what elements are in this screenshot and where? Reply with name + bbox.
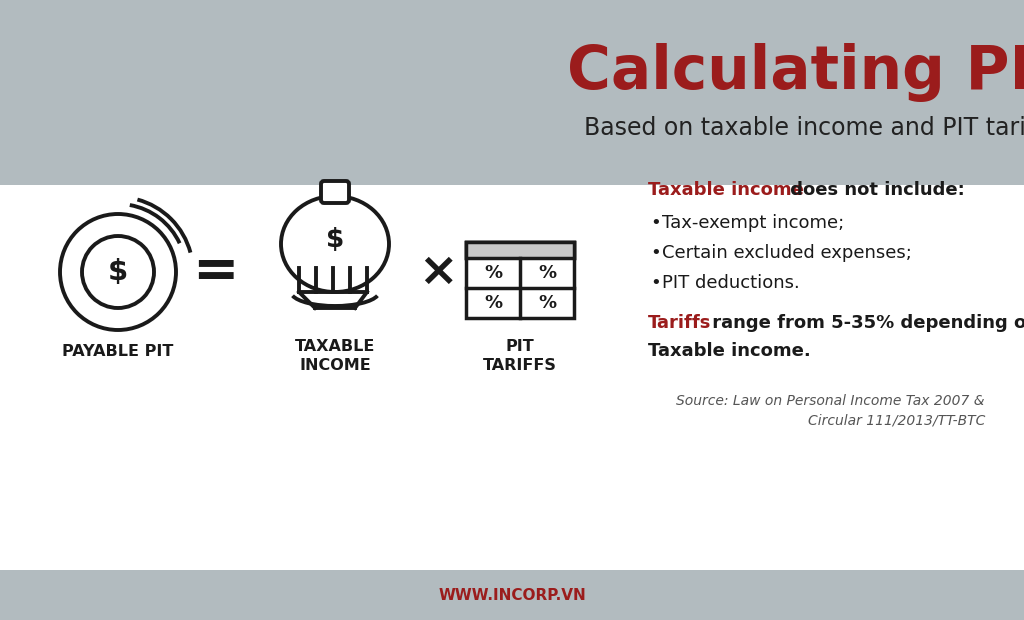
Text: range from 5-35% depending on: range from 5-35% depending on bbox=[706, 314, 1024, 332]
FancyBboxPatch shape bbox=[321, 181, 349, 203]
Text: PAYABLE PIT: PAYABLE PIT bbox=[62, 345, 174, 360]
Point bbox=[360, 288, 373, 296]
Text: $: $ bbox=[326, 227, 344, 253]
Line: 2 pts: 2 pts bbox=[299, 292, 315, 308]
Text: =: = bbox=[191, 245, 239, 299]
Line: 2 pts: 2 pts bbox=[355, 292, 367, 308]
Point bbox=[568, 285, 581, 292]
Text: Tax-exempt income;: Tax-exempt income; bbox=[662, 214, 844, 232]
Text: Source: Law on Personal Income Tax 2007 &: Source: Law on Personal Income Tax 2007 … bbox=[677, 394, 985, 408]
Bar bbox=[466, 242, 574, 318]
Text: Taxable income.: Taxable income. bbox=[648, 342, 811, 360]
Text: •: • bbox=[650, 214, 660, 232]
Point bbox=[514, 314, 526, 322]
Text: Tariffs: Tariffs bbox=[648, 314, 712, 332]
Point bbox=[310, 264, 323, 272]
Point bbox=[460, 285, 472, 292]
Bar bbox=[0, 0, 1024, 185]
Point bbox=[293, 264, 305, 272]
Point bbox=[349, 304, 361, 312]
Point bbox=[514, 254, 526, 262]
Text: Calculating PIT: Calculating PIT bbox=[567, 43, 1024, 102]
Text: Circular 111/2013/TT-BTC: Circular 111/2013/TT-BTC bbox=[808, 413, 985, 427]
Text: PIT deductions.: PIT deductions. bbox=[662, 274, 800, 292]
Point bbox=[309, 304, 322, 312]
Text: $: $ bbox=[108, 258, 128, 286]
Point bbox=[293, 288, 305, 296]
Text: PIT
TARIFFS: PIT TARIFFS bbox=[483, 339, 557, 373]
Text: •: • bbox=[650, 274, 660, 292]
Ellipse shape bbox=[281, 196, 389, 292]
Point bbox=[349, 304, 361, 312]
Bar bbox=[466, 242, 574, 258]
Point bbox=[309, 304, 322, 312]
Text: Taxable income: Taxable income bbox=[648, 181, 804, 199]
Bar bbox=[466, 242, 574, 258]
Point bbox=[310, 288, 323, 296]
Point bbox=[327, 264, 339, 272]
Text: Certain excluded expenses;: Certain excluded expenses; bbox=[662, 244, 912, 262]
Bar bbox=[0, 570, 1024, 620]
Text: WWW.INCORP.VN: WWW.INCORP.VN bbox=[438, 588, 586, 603]
Point bbox=[293, 288, 305, 296]
Point bbox=[293, 288, 305, 296]
Text: %: % bbox=[538, 294, 556, 312]
Point bbox=[327, 288, 339, 296]
Text: Based on taxable income and PIT tariffs: Based on taxable income and PIT tariffs bbox=[585, 116, 1024, 140]
Point bbox=[360, 264, 373, 272]
Text: •: • bbox=[650, 244, 660, 262]
Point bbox=[344, 288, 356, 296]
Text: TAXABLE
INCOME: TAXABLE INCOME bbox=[295, 339, 375, 373]
Text: ×: × bbox=[418, 249, 458, 294]
Text: %: % bbox=[538, 264, 556, 282]
Text: does not include:: does not include: bbox=[784, 181, 965, 199]
Point bbox=[360, 288, 373, 296]
Text: %: % bbox=[484, 264, 502, 282]
Point bbox=[344, 264, 356, 272]
Point bbox=[360, 288, 373, 296]
Text: %: % bbox=[484, 294, 502, 312]
